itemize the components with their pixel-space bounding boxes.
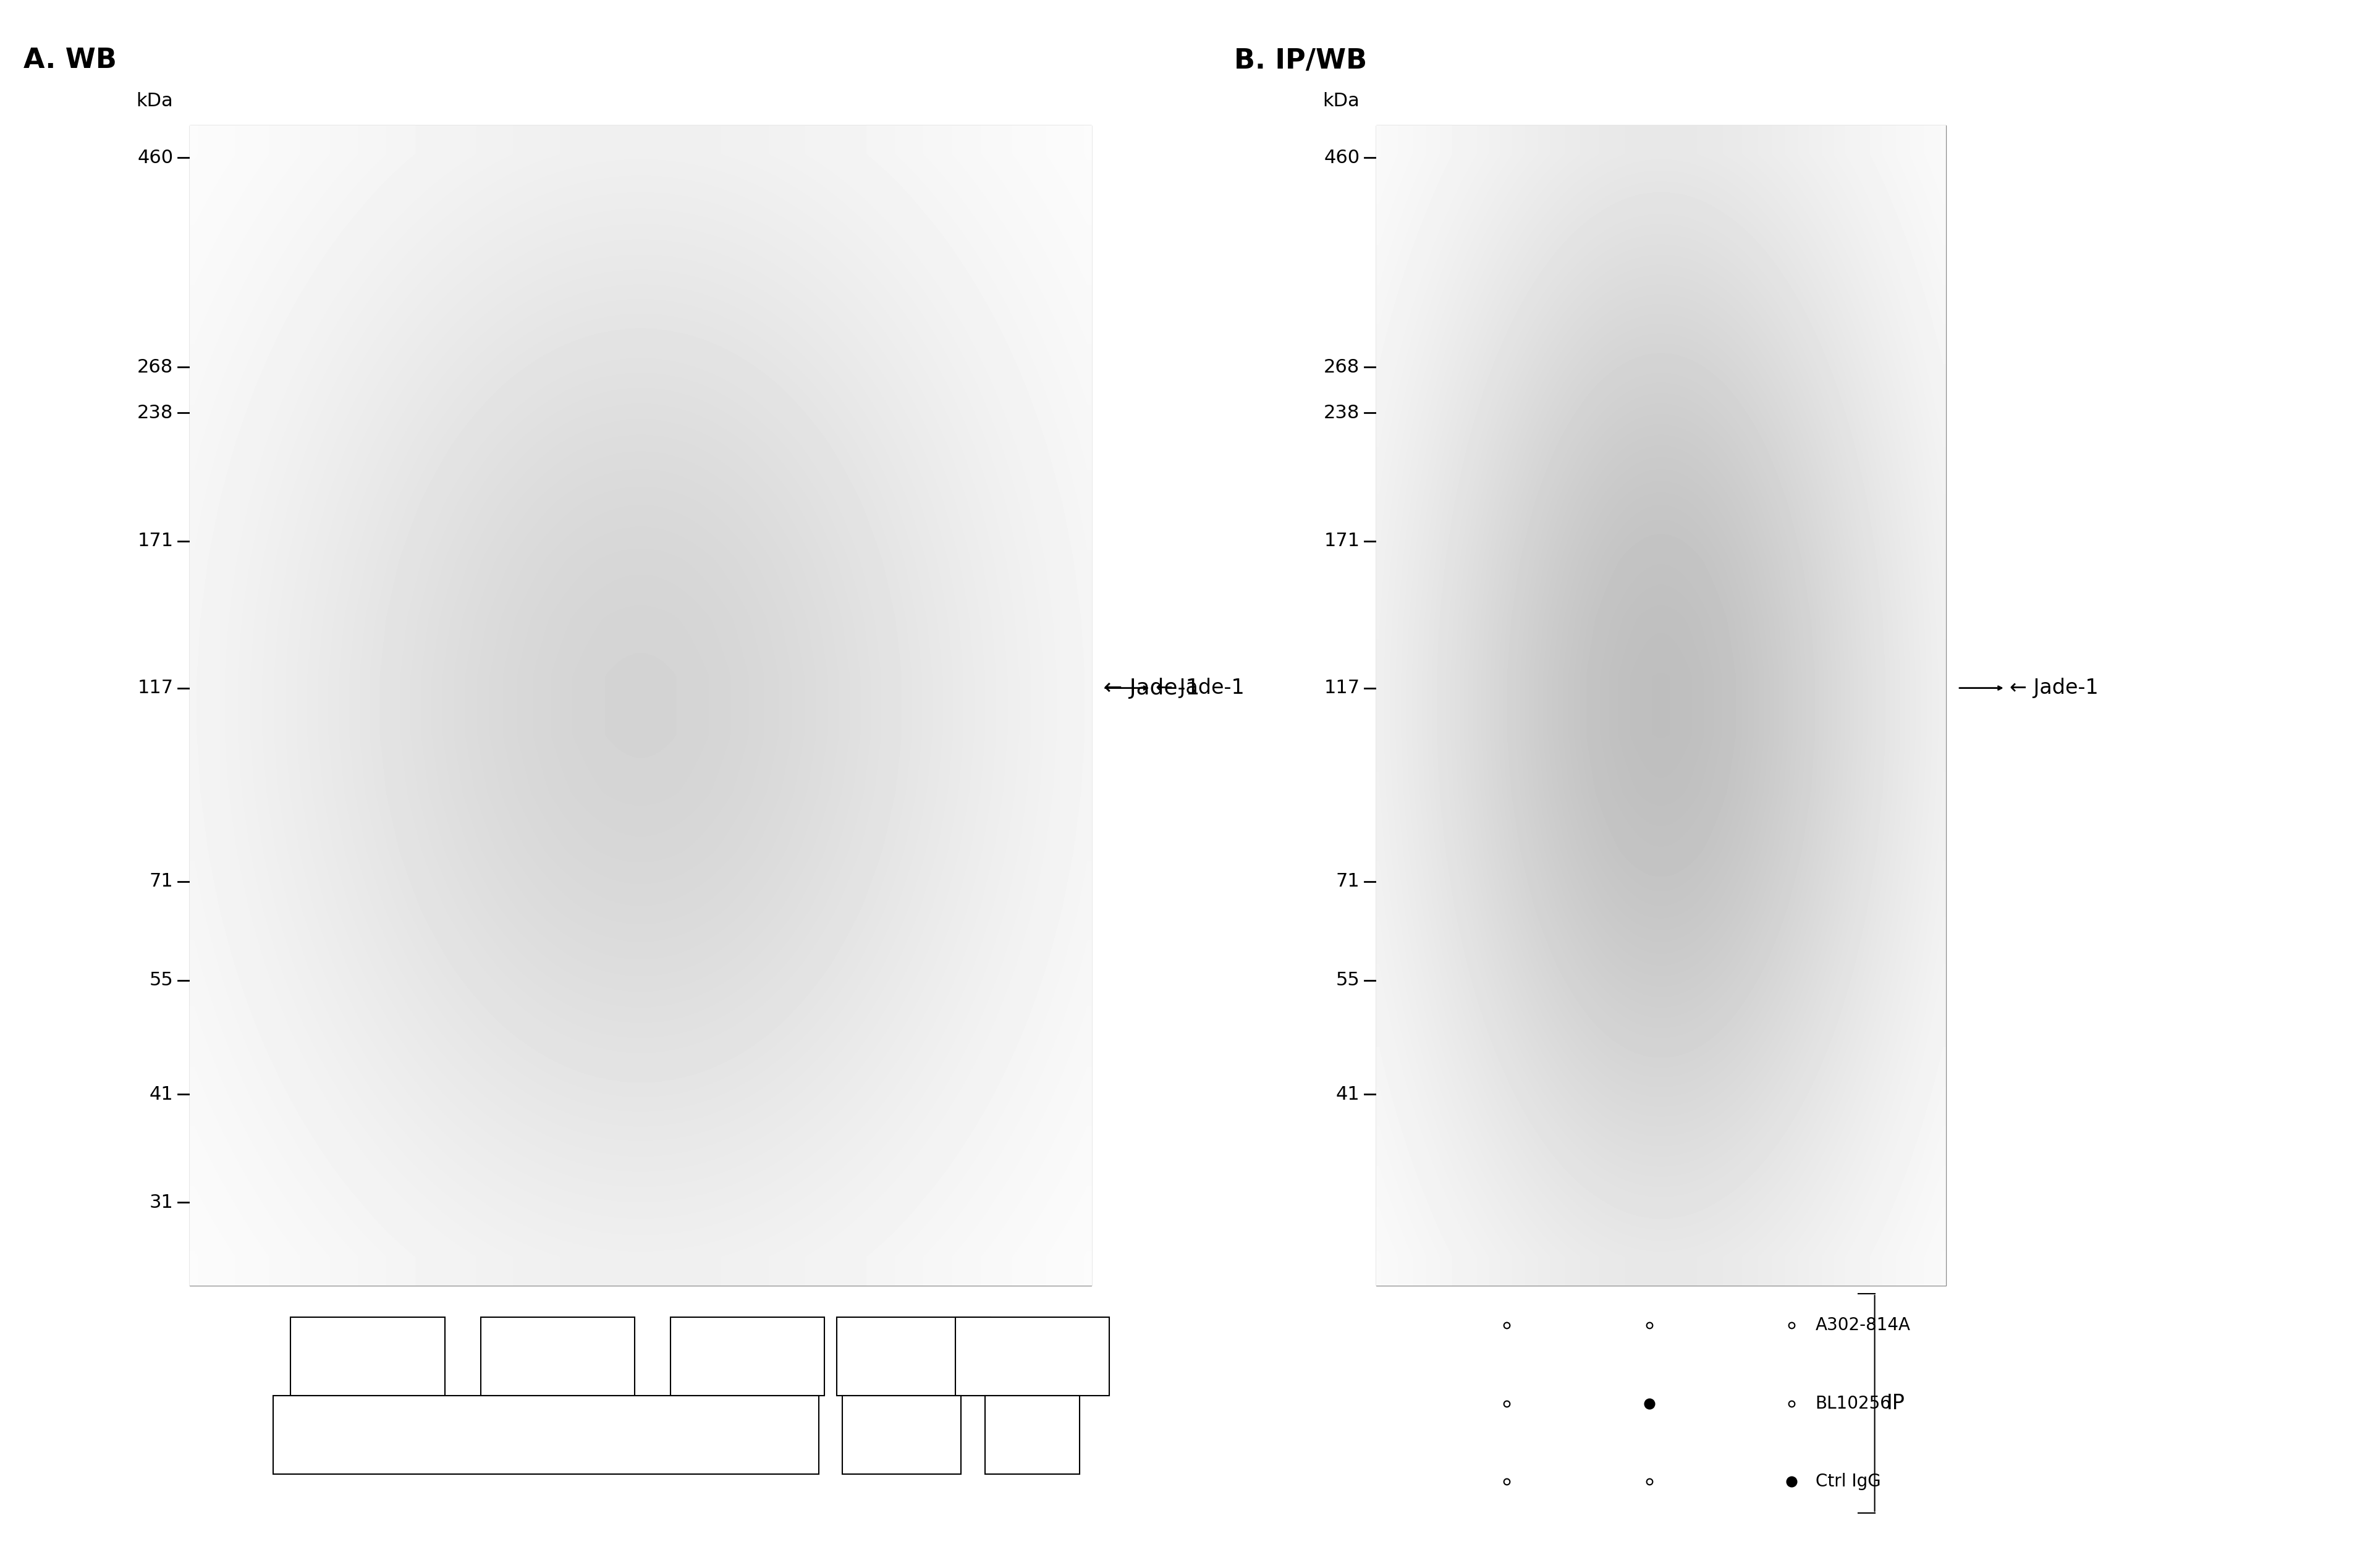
- Text: BL10256: BL10256: [1815, 1394, 1891, 1413]
- Text: 268: 268: [1324, 358, 1360, 376]
- Text: M: M: [1025, 1425, 1039, 1444]
- Text: 71: 71: [1336, 872, 1360, 891]
- Text: A. WB: A. WB: [24, 47, 116, 74]
- Text: A302-814A: A302-814A: [1815, 1316, 1910, 1334]
- Text: 41: 41: [1336, 1085, 1360, 1104]
- FancyBboxPatch shape: [190, 125, 1092, 1286]
- FancyBboxPatch shape: [479, 1317, 634, 1396]
- Text: 31: 31: [149, 1193, 173, 1212]
- FancyBboxPatch shape: [842, 1396, 961, 1474]
- FancyBboxPatch shape: [669, 1317, 826, 1396]
- Text: 55: 55: [149, 972, 173, 989]
- Text: T: T: [897, 1425, 906, 1444]
- FancyBboxPatch shape: [954, 1317, 1111, 1396]
- Text: 460: 460: [1324, 149, 1360, 166]
- Text: Ctrl IgG: Ctrl IgG: [1815, 1472, 1882, 1491]
- Text: 238: 238: [1324, 405, 1360, 422]
- Text: HeLa: HeLa: [522, 1425, 570, 1444]
- FancyBboxPatch shape: [273, 1396, 819, 1474]
- Text: 5: 5: [740, 1347, 755, 1366]
- Text: 50: 50: [356, 1347, 380, 1366]
- Text: 460: 460: [138, 149, 173, 166]
- Text: 238: 238: [138, 405, 173, 422]
- Text: ← Jade-1: ← Jade-1: [1103, 677, 1198, 698]
- Text: 71: 71: [149, 872, 173, 891]
- Text: 41: 41: [149, 1085, 173, 1104]
- Text: IP: IP: [1887, 1392, 1906, 1414]
- Text: B. IP/WB: B. IP/WB: [1234, 47, 1367, 74]
- Text: 55: 55: [1336, 972, 1360, 989]
- FancyBboxPatch shape: [838, 1317, 990, 1396]
- Text: kDa: kDa: [1322, 93, 1360, 110]
- FancyBboxPatch shape: [290, 1317, 446, 1396]
- Text: 171: 171: [138, 532, 173, 550]
- Text: 117: 117: [1324, 679, 1360, 696]
- Text: 117: 117: [138, 679, 173, 696]
- Text: 50: 50: [1020, 1347, 1044, 1366]
- Text: 50: 50: [902, 1347, 925, 1366]
- FancyBboxPatch shape: [1376, 125, 1946, 1286]
- Text: 268: 268: [138, 358, 173, 376]
- Text: 171: 171: [1324, 532, 1360, 550]
- Text: kDa: kDa: [135, 93, 173, 110]
- FancyBboxPatch shape: [985, 1396, 1080, 1474]
- Text: 15: 15: [546, 1347, 570, 1366]
- Text: ← Jade-1: ← Jade-1: [1156, 677, 1243, 698]
- Text: ← Jade-1: ← Jade-1: [2010, 677, 2098, 698]
